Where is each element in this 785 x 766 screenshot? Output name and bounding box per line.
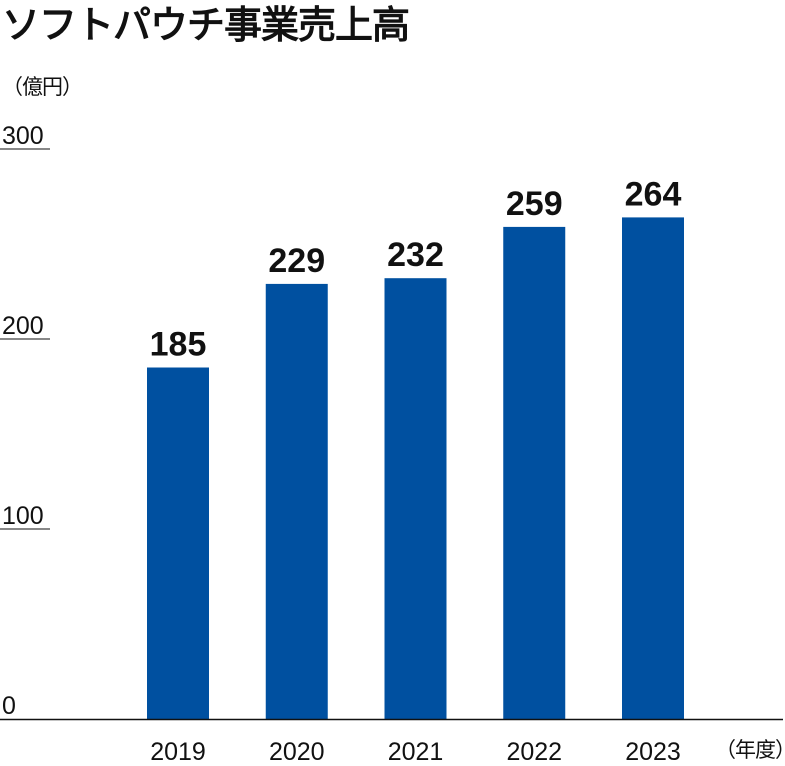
bar-2022 bbox=[503, 226, 566, 719]
y-tick-label: 0 bbox=[2, 692, 16, 720]
y-axis: 0 100 200 300 bbox=[0, 122, 50, 720]
bar-2021 bbox=[384, 278, 447, 719]
x-tick-label: 2023 bbox=[625, 738, 681, 766]
bar-2019 bbox=[147, 367, 209, 719]
data-label: 259 bbox=[506, 185, 563, 223]
y-tick-label: 100 bbox=[2, 502, 44, 530]
x-tick-label: 2020 bbox=[269, 738, 325, 766]
x-tick-label: 2019 bbox=[150, 738, 206, 766]
x-axis: 2019 2020 2021 2022 2023 bbox=[0, 718, 783, 766]
chart-title: ソフトパウチ事業売上高 bbox=[2, 3, 410, 47]
y-axis-unit-label: （億円） bbox=[2, 75, 83, 99]
data-label: 232 bbox=[387, 236, 444, 274]
data-label: 229 bbox=[268, 242, 325, 280]
y-tick-label: 200 bbox=[2, 312, 44, 340]
data-label: 185 bbox=[150, 326, 207, 364]
x-axis-unit-label: （年度） bbox=[715, 738, 785, 762]
y-tick-label: 300 bbox=[2, 122, 44, 150]
x-tick-label: 2022 bbox=[506, 738, 562, 766]
x-tick-label: 2021 bbox=[388, 738, 444, 766]
data-label: 264 bbox=[625, 175, 682, 213]
bar-2023 bbox=[622, 217, 684, 719]
bars: 185 229 232 259 264 bbox=[147, 175, 684, 719]
bar-2020 bbox=[265, 283, 328, 719]
